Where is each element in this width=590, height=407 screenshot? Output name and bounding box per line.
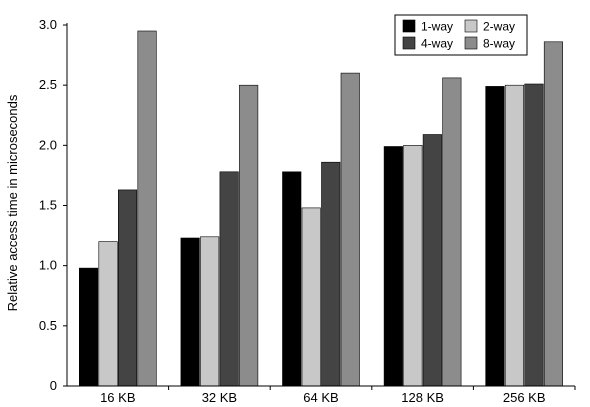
bar-8-way-64kb	[340, 72, 360, 387]
bar-2-way-16kb	[98, 241, 118, 387]
legend-swatch-2-way	[464, 19, 478, 33]
bar-2-way-256kb	[504, 84, 525, 387]
bar-2-way-128kb	[403, 145, 423, 387]
bar-1-way-64kb	[282, 171, 302, 387]
y-tick-label: 0.5	[39, 318, 57, 333]
x-tick-label: 16 KB	[100, 390, 135, 405]
legend-swatch-4-way	[402, 36, 416, 50]
y-tick-label: 3.0	[39, 17, 57, 32]
legend-label-4-way: 4-way	[421, 37, 453, 51]
bar-1-way-32kb	[180, 237, 200, 387]
y-axis-title: Relative access time in microseconds	[5, 94, 20, 311]
y-tick-label: 2.5	[39, 77, 57, 92]
x-tick-label: 256 KB	[503, 390, 546, 405]
bars-group	[79, 30, 564, 387]
bar-8-way-128kb	[442, 77, 462, 387]
legend-label-1-way: 1-way	[421, 20, 453, 34]
bar-1-way-128kb	[383, 146, 403, 387]
bar-4-way-256kb	[524, 83, 544, 387]
bar-8-way-16kb	[137, 30, 157, 387]
y-tick-label: 1.5	[39, 198, 57, 213]
bar-2-way-64kb	[301, 207, 321, 387]
y-tick-label: 1.0	[39, 258, 57, 273]
bar-8-way-32kb	[239, 84, 259, 387]
bar-4-way-128kb	[422, 134, 442, 387]
bar-2-way-32kb	[200, 236, 220, 387]
legend-swatch-8-way	[464, 36, 478, 50]
axes-group: 16 KB 32 KB 64 KB 128 KB 256 KB 0 0.5 1.0 1.5 2.0…	[39, 17, 576, 405]
y-tick-label: 0	[50, 378, 57, 393]
y-tick-label: 2.0	[39, 137, 57, 152]
bar-4-way-16kb	[118, 189, 138, 387]
x-tick-label: 64 KB	[303, 390, 338, 405]
bar-1-way-16kb	[79, 267, 99, 387]
legend-label-8-way: 8-way	[483, 37, 515, 51]
bar-4-way-64kb	[321, 161, 341, 387]
bar-4-way-32kb	[219, 171, 239, 387]
x-tick-label: 128 KB	[401, 390, 444, 405]
bar-8-way-256kb	[543, 41, 564, 387]
legend: 1-way 2-way 4-way 8-way	[394, 14, 528, 56]
x-tick-label: 32 KB	[202, 390, 237, 405]
legend-swatch-1-way	[402, 19, 416, 33]
legend-label-2-way: 2-way	[483, 20, 515, 34]
bar-1-way-256kb	[485, 86, 505, 387]
legend-box	[394, 14, 528, 56]
